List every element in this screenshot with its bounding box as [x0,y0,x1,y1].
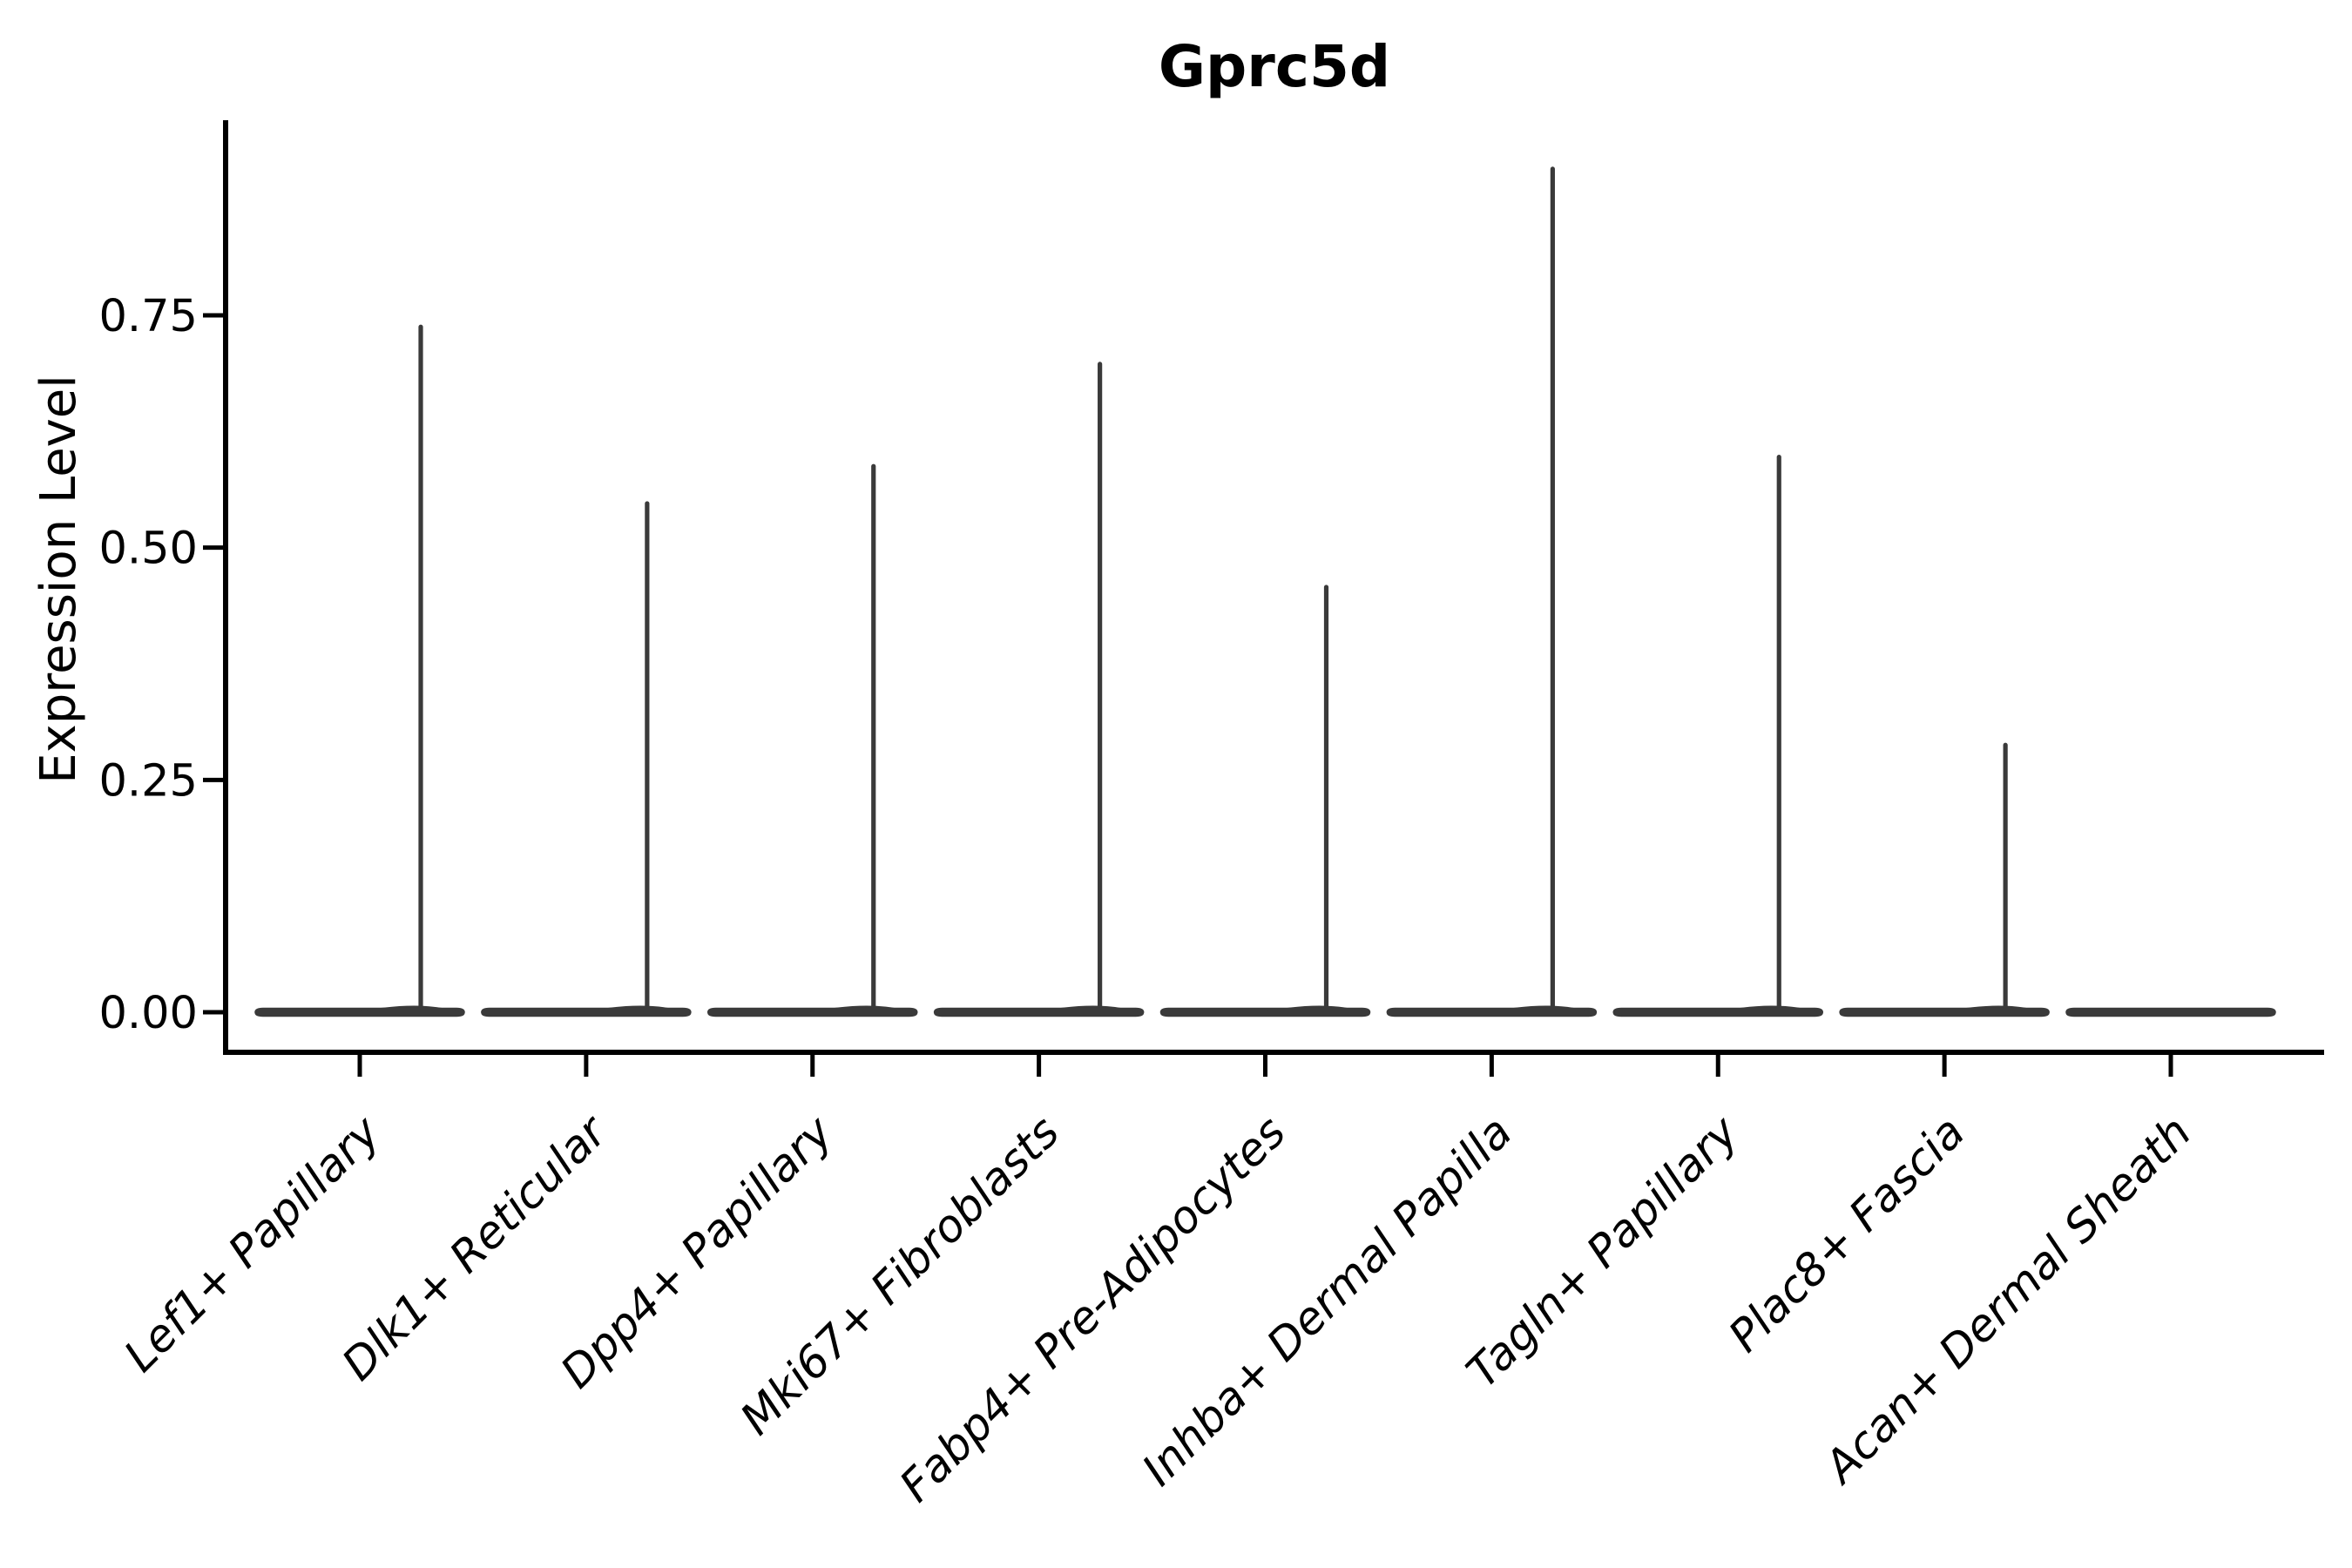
y-tick-label: 0.75 [98,291,198,342]
violin [1612,454,1823,1017]
violin [933,362,1145,1017]
violin [481,501,692,1017]
violin-spike [418,324,423,1013]
violin-bulge [1936,1005,2048,1013]
y-axis-label: Expression Level [30,375,87,784]
violin-spike [1098,362,1103,1012]
y-tick-label: 0.50 [98,524,198,575]
violin-spike [871,463,876,1012]
violin [254,324,465,1017]
violin-spike [2003,742,2008,1012]
x-tick-label: Fabp4+ Pre-Adipocytes [890,1106,1296,1512]
violin-bulge [803,1005,916,1013]
violin [707,463,918,1017]
violin [1839,742,2050,1017]
violin-spike [1323,585,1329,1012]
violin-bulge [1030,1005,1142,1013]
x-tick-label: Acan+ Dermal Sheath [1814,1106,2201,1494]
x-tick-label: Plac8+ Fascia [1720,1106,1976,1362]
violin-bulge [1483,1005,1595,1013]
y-tick-label: 0.25 [98,755,198,807]
violin-bulge [577,1005,689,1013]
plot-title: Gprc5d [1159,33,1390,100]
violins-layer [254,166,2276,1017]
violin-bulge [1256,1005,1369,1013]
violin-spike [1776,454,1781,1012]
x-tick-label: Inhba+ Dermal Papilla [1132,1106,1522,1496]
violin-spike [645,501,650,1012]
violin-base [2065,1007,2276,1017]
y-ticks-layer: 0.00 0.25 0.50 0.75 [98,291,223,1039]
violin-spike [1550,166,1555,1013]
violin-bulge [1709,1005,1821,1013]
y-tick-label: 0.00 [98,988,198,1039]
violin [2065,1007,2276,1017]
violin-bulge [351,1005,463,1013]
violin [1386,166,1598,1017]
violin [1159,585,1371,1017]
